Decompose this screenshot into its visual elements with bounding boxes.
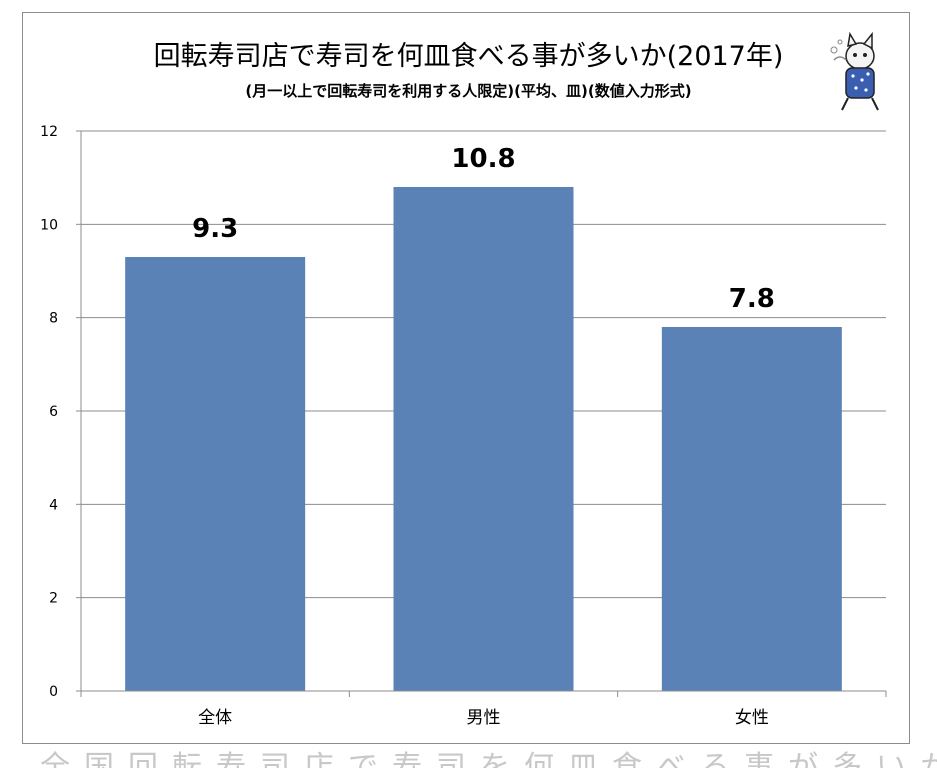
y-tick-label: 8	[49, 311, 58, 327]
data-label: 9.3	[192, 214, 238, 244]
data-label: 7.8	[729, 284, 775, 314]
y-tick-label: 4	[49, 497, 58, 513]
bars	[125, 187, 842, 691]
x-axis-categories: 全体 男性 女性	[198, 708, 769, 728]
x-category-label: 全体	[198, 708, 232, 728]
bar	[125, 257, 306, 691]
x-category-label: 男性	[467, 708, 501, 728]
y-tick-label: 2	[49, 591, 58, 607]
mascot-logo	[830, 31, 879, 111]
bar	[393, 187, 574, 691]
chart-title: 回転寿司店で寿司を何皿食べる事が多いか(2017年)	[153, 41, 784, 72]
axes	[80, 131, 887, 697]
x-category-label: 女性	[735, 708, 769, 728]
data-label: 10.8	[451, 144, 515, 174]
y-tick-label: 10	[40, 217, 58, 233]
chart-subtitle: (月一以上で回転寿司を利用する人限定)(平均、皿)(数値入力形式)	[245, 82, 692, 100]
y-tick-label: 6	[49, 404, 58, 420]
data-labels: 9.3 10.8 7.8	[192, 144, 775, 314]
y-tick-label: 0	[49, 684, 58, 700]
bar	[661, 327, 842, 691]
y-axis-ticks: 0 2 4 6 8 10 12	[40, 124, 81, 700]
footer-watermark-text: 全国回転寿司店で寿司を何皿食べる事が多いか(月一以上で回転寿司を利用する人限定)	[40, 750, 937, 768]
y-tick-label: 12	[40, 124, 58, 140]
